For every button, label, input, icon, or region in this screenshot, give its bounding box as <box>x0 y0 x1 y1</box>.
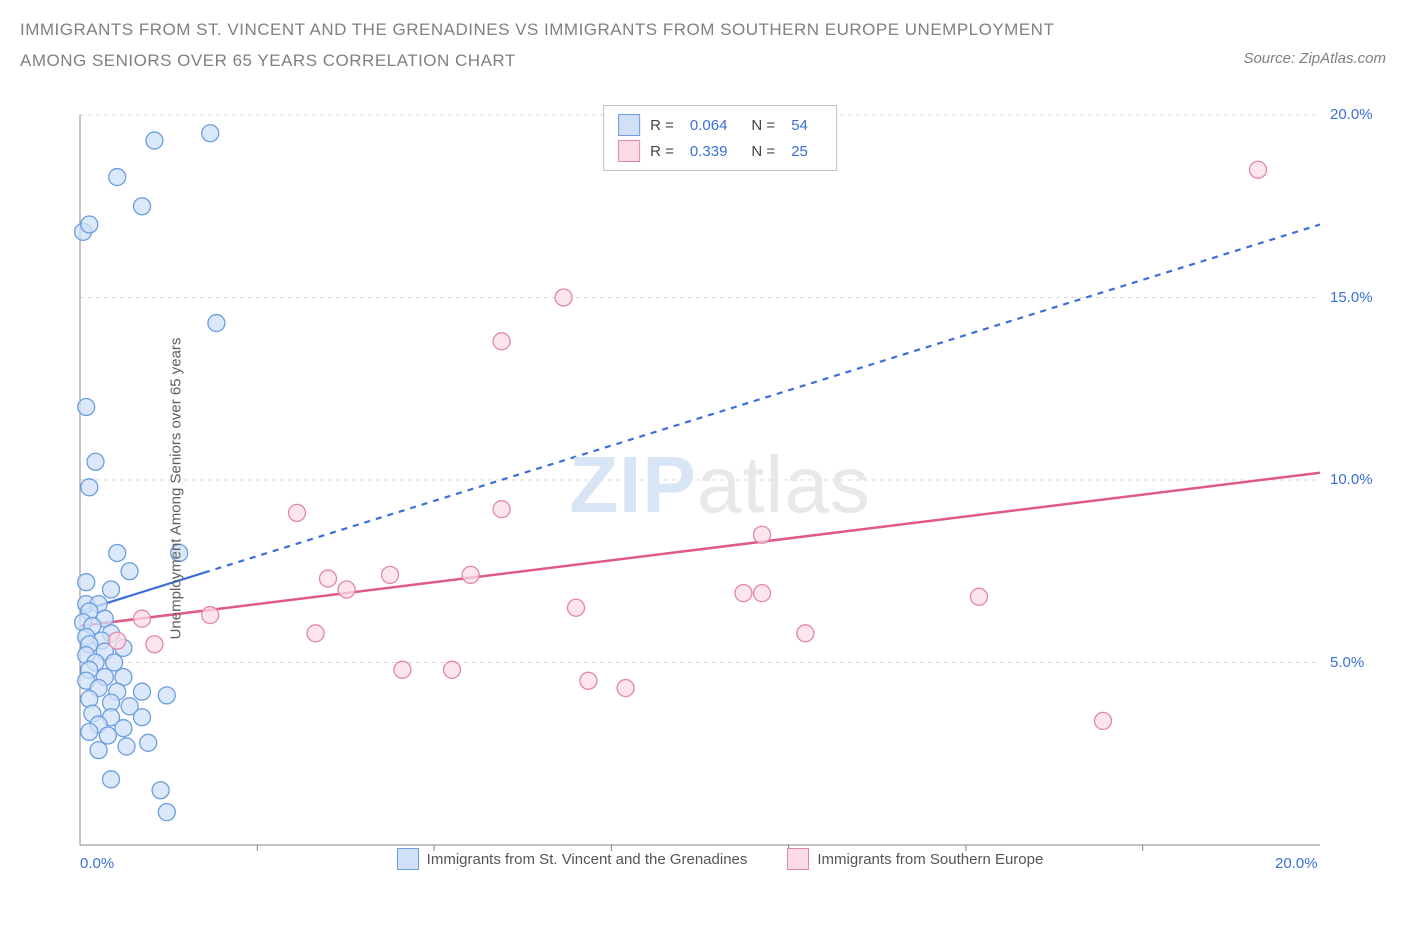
legend-row-series-1: R = 0.064 N = 54 <box>618 112 822 138</box>
legend-r-value-2: 0.339 <box>690 143 728 160</box>
legend-series-name-1: Immigrants from St. Vincent and the Gren… <box>427 851 748 868</box>
legend-row-series-2: R = 0.339 N = 25 <box>618 138 822 164</box>
legend-n-value-1: 54 <box>791 117 808 134</box>
legend-n-value-2: 25 <box>791 143 808 160</box>
y-tick-label: 15.0% <box>1330 289 1373 306</box>
y-tick-label: 10.0% <box>1330 471 1373 488</box>
legend-series-name-2: Immigrants from Southern Europe <box>817 851 1043 868</box>
scatter-plot <box>60 100 1380 870</box>
chart-title: IMMIGRANTS FROM ST. VINCENT AND THE GREN… <box>20 15 1120 76</box>
legend-swatch-2 <box>618 140 640 162</box>
legend-n-label-1: N = <box>751 117 775 134</box>
correlation-legend: R = 0.064 N = 54 R = 0.339 N = 25 <box>603 105 837 171</box>
legend-r-label-2: R = <box>650 143 674 160</box>
legend-item-2: Immigrants from Southern Europe <box>787 848 1043 870</box>
legend-r-value-1: 0.064 <box>690 117 728 134</box>
legend-bottom-swatch-2 <box>787 848 809 870</box>
source-attribution: Source: ZipAtlas.com <box>1243 50 1386 67</box>
y-axis-label: Unemployment Among Seniors over 65 years <box>167 338 184 640</box>
y-tick-label: 5.0% <box>1330 654 1364 671</box>
x-tick-label: 20.0% <box>1275 855 1318 872</box>
legend-swatch-1 <box>618 114 640 136</box>
legend-bottom-swatch-1 <box>397 848 419 870</box>
legend-r-label-1: R = <box>650 117 674 134</box>
series-legend: Immigrants from St. Vincent and the Gren… <box>60 848 1380 870</box>
legend-n-label-2: N = <box>751 143 775 160</box>
x-tick-label: 0.0% <box>80 855 114 872</box>
chart-header: IMMIGRANTS FROM ST. VINCENT AND THE GREN… <box>20 15 1386 76</box>
chart-area: ZIPatlas Unemployment Among Seniors over… <box>60 100 1380 870</box>
legend-item-1: Immigrants from St. Vincent and the Gren… <box>397 848 748 870</box>
y-tick-label: 20.0% <box>1330 106 1373 123</box>
